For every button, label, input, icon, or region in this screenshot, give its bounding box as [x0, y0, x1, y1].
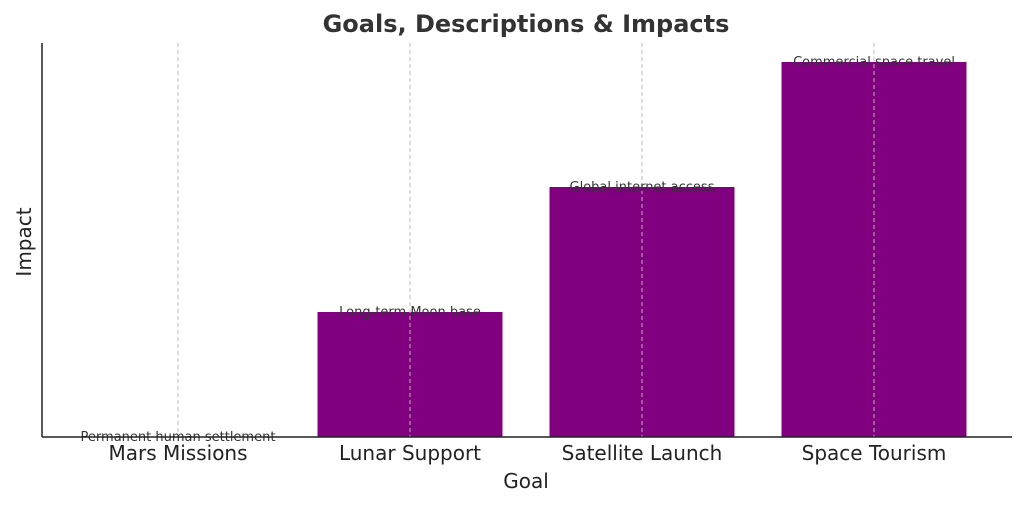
grid-lines — [177, 43, 875, 437]
x-tick-label: Satellite Launch — [562, 441, 723, 465]
x-tick-label: Space Tourism — [802, 441, 947, 465]
bar-annotation: Global internet access — [570, 180, 715, 195]
bar-annotation: Commercial space travel — [793, 55, 955, 70]
x-tick-label: Lunar Support — [339, 441, 481, 465]
x-axis-label: Goal — [503, 469, 549, 493]
y-axis-label: Impact — [12, 207, 36, 276]
bar-annotation: Long-term Moon base — [339, 305, 481, 320]
x-tick-label: Mars Missions — [108, 441, 247, 465]
x-tick-labels: Mars Missions Lunar Support Satellite Laun… — [108, 441, 946, 465]
chart-title: Goals, Descriptions & Impacts — [323, 10, 730, 38]
